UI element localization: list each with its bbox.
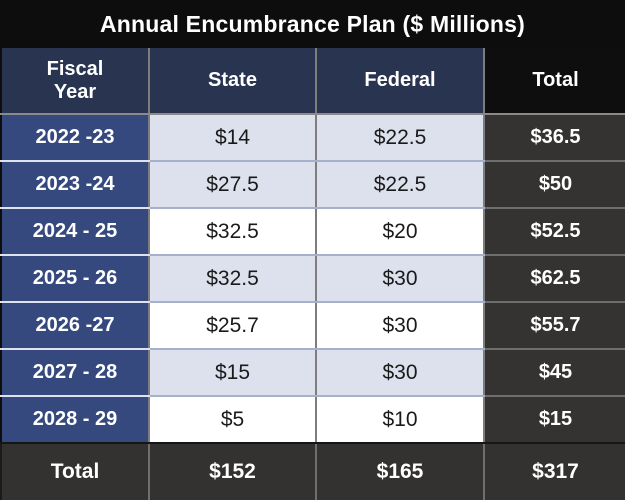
fiscal-year-cell: 2025 - 26 <box>0 255 149 303</box>
table-title: Annual Encumbrance Plan ($ Millions) <box>0 0 625 48</box>
column-header-fiscal-year-label: Fiscal Year <box>46 57 104 103</box>
federal-value-cell: $30 <box>315 255 484 303</box>
total-row-state-cell: $152 <box>148 443 316 500</box>
federal-value-cell: $20 <box>315 208 484 256</box>
header-row: Fiscal Year State Federal Total <box>0 48 625 115</box>
state-value-cell: $14 <box>148 114 316 162</box>
total-row-label: Total <box>0 443 149 500</box>
total-row-federal-cell: $165 <box>315 443 484 500</box>
column-header-state: State <box>148 48 316 115</box>
federal-value-cell: $10 <box>315 396 484 444</box>
fiscal-year-cell: 2024 - 25 <box>0 208 149 256</box>
federal-value-cell: $30 <box>315 302 484 350</box>
fiscal-year-cell: 2023 -24 <box>0 161 149 209</box>
table-row: 2025 - 26 $32.5 $30 $62.5 <box>0 255 625 303</box>
table-row: 2027 - 28 $15 $30 $45 <box>0 349 625 397</box>
table-row: 2024 - 25 $32.5 $20 $52.5 <box>0 208 625 256</box>
total-value-cell: $62.5 <box>483 255 625 303</box>
total-row-total-cell: $317 <box>483 443 625 500</box>
total-value-cell: $15 <box>483 396 625 444</box>
fiscal-year-cell: 2022 -23 <box>0 114 149 162</box>
total-value-cell: $45 <box>483 349 625 397</box>
total-value-cell: $55.7 <box>483 302 625 350</box>
table-row: 2022 -23 $14 $22.5 $36.5 <box>0 114 625 162</box>
column-header-federal: Federal <box>315 48 484 115</box>
state-value-cell: $15 <box>148 349 316 397</box>
total-value-cell: $50 <box>483 161 625 209</box>
table-row: 2023 -24 $27.5 $22.5 $50 <box>0 161 625 209</box>
total-value-cell: $52.5 <box>483 208 625 256</box>
state-value-cell: $27.5 <box>148 161 316 209</box>
state-value-cell: $25.7 <box>148 302 316 350</box>
fiscal-year-cell: 2027 - 28 <box>0 349 149 397</box>
column-header-total: Total <box>483 48 625 115</box>
total-row: Total $152 $165 $317 <box>0 443 625 500</box>
fiscal-year-cell: 2026 -27 <box>0 302 149 350</box>
table-row: 2028 - 29 $5 $10 $15 <box>0 396 625 444</box>
table-row: 2026 -27 $25.7 $30 $55.7 <box>0 302 625 350</box>
total-value-cell: $36.5 <box>483 114 625 162</box>
state-value-cell: $32.5 <box>148 255 316 303</box>
federal-value-cell: $22.5 <box>315 114 484 162</box>
fiscal-year-cell: 2028 - 29 <box>0 396 149 444</box>
column-header-fiscal-year: Fiscal Year <box>0 48 149 115</box>
state-value-cell: $32.5 <box>148 208 316 256</box>
encumbrance-table: Fiscal Year State Federal Total 2022 -23… <box>0 48 625 500</box>
federal-value-cell: $22.5 <box>315 161 484 209</box>
federal-value-cell: $30 <box>315 349 484 397</box>
state-value-cell: $5 <box>148 396 316 444</box>
